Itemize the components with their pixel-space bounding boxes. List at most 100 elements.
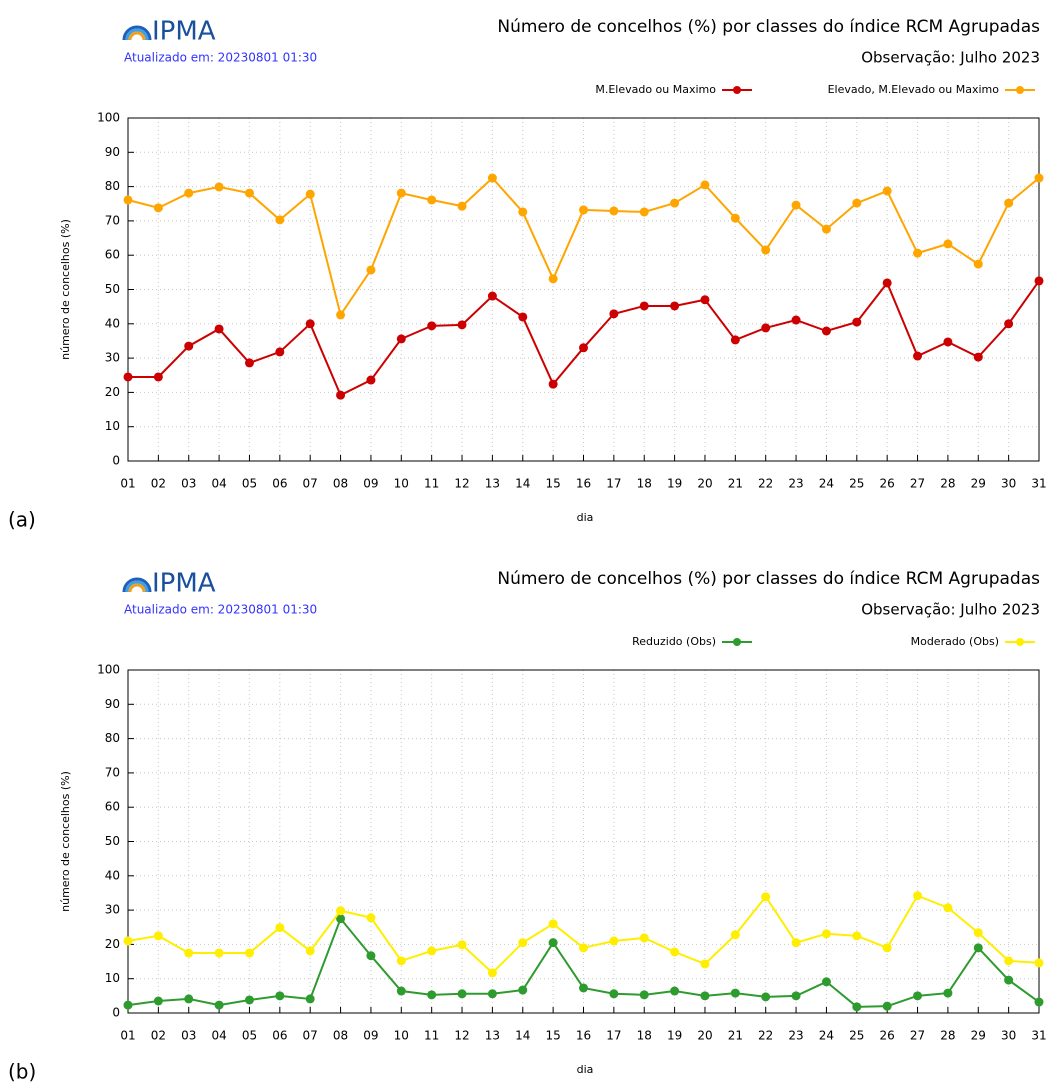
x-tick-label: 06 (272, 1029, 287, 1043)
data-point (214, 1000, 224, 1010)
data-point (184, 948, 194, 958)
data-point (670, 198, 680, 208)
data-point (548, 938, 558, 948)
data-point (791, 315, 801, 325)
data-point (153, 372, 163, 382)
x-axis-label: dia (577, 511, 594, 524)
data-point (609, 309, 619, 319)
y-tick-label: 0 (112, 1006, 120, 1020)
data-point (518, 312, 528, 322)
data-point (1004, 319, 1014, 329)
data-point (821, 326, 831, 336)
data-point (821, 929, 831, 939)
x-axis-label: dia (577, 1063, 594, 1076)
x-tick-label: 27 (910, 477, 925, 491)
data-point (184, 188, 194, 198)
data-point (487, 968, 497, 978)
data-point (518, 207, 528, 217)
x-tick-label: 20 (697, 1029, 712, 1043)
legend-marker (1016, 86, 1024, 94)
y-tick-label: 40 (105, 316, 120, 330)
data-point (730, 930, 740, 940)
x-tick-label: 20 (697, 477, 712, 491)
x-tick-label: 17 (606, 1029, 621, 1043)
data-point (366, 265, 376, 275)
data-point (214, 324, 224, 334)
x-tick-label: 10 (394, 1029, 409, 1043)
data-point (700, 959, 710, 969)
x-tick-label: 22 (758, 1029, 773, 1043)
data-point (153, 203, 163, 213)
data-point (852, 931, 862, 941)
data-point (457, 201, 467, 211)
data-point (366, 913, 376, 923)
data-point (609, 206, 619, 216)
data-point (913, 351, 923, 361)
plot-frame (127, 669, 1040, 1014)
data-point (366, 375, 376, 385)
data-point (548, 274, 558, 284)
data-point (761, 245, 771, 255)
x-tick-label: 12 (454, 1029, 469, 1043)
data-point (305, 994, 315, 1004)
data-point (852, 317, 862, 327)
data-point (457, 940, 467, 950)
x-tick-label: 09 (363, 477, 378, 491)
data-point (1034, 276, 1044, 286)
y-tick-label: 30 (105, 351, 120, 365)
x-tick-label: 22 (758, 477, 773, 491)
data-point (579, 983, 588, 993)
x-tick-label: 24 (819, 1029, 834, 1043)
data-point (487, 173, 497, 183)
x-tick-label: 13 (485, 1029, 500, 1043)
x-tick-label: 11 (424, 1029, 439, 1043)
data-point (244, 188, 254, 198)
legend-label: Reduzido (Obs) (632, 635, 716, 648)
x-tick-label: 29 (971, 477, 986, 491)
x-tick-label: 05 (242, 477, 257, 491)
x-tick-label: 29 (971, 1029, 986, 1043)
data-point (518, 938, 528, 948)
data-point (761, 992, 771, 1002)
data-point (730, 335, 740, 345)
x-tick-label: 26 (880, 1029, 895, 1043)
data-point (791, 938, 801, 948)
x-tick-label: 28 (940, 477, 955, 491)
chart-panel: IPMA Atualizado em: 20230801 01:30 Número … (8, 17, 1047, 532)
x-tick-label: 16 (576, 477, 591, 491)
data-point (336, 914, 346, 924)
y-tick-label: 100 (97, 663, 120, 677)
x-tick-label: 07 (303, 1029, 318, 1043)
y-tick-label: 90 (105, 697, 120, 711)
x-tick-label: 30 (1001, 477, 1016, 491)
updated-text: Atualizado em: 20230801 01:30 (124, 603, 317, 617)
data-point (639, 301, 649, 311)
x-tick-label: 01 (120, 477, 135, 491)
y-tick-label: 100 (97, 111, 120, 125)
data-point (153, 996, 163, 1006)
data-point (336, 906, 346, 916)
x-tick-label: 14 (515, 477, 530, 491)
data-point (366, 951, 376, 961)
data-point (973, 352, 983, 362)
x-tick-label: 17 (606, 477, 621, 491)
x-tick-label: 25 (849, 477, 864, 491)
x-tick-label: 15 (545, 1029, 560, 1043)
data-point (487, 291, 497, 301)
data-point (791, 991, 801, 1001)
legend-marker (733, 638, 741, 646)
y-tick-label: 90 (105, 145, 120, 159)
data-point (609, 989, 619, 999)
y-tick-label: 20 (105, 937, 120, 951)
data-point (427, 946, 437, 956)
data-point (244, 995, 254, 1005)
logo-arc (122, 577, 152, 593)
data-point (670, 301, 680, 311)
legend-marker (733, 86, 741, 94)
data-point (730, 988, 740, 998)
data-point (305, 319, 315, 329)
data-point (153, 931, 163, 941)
logo-arc (122, 25, 152, 41)
x-tick-label: 03 (181, 477, 196, 491)
